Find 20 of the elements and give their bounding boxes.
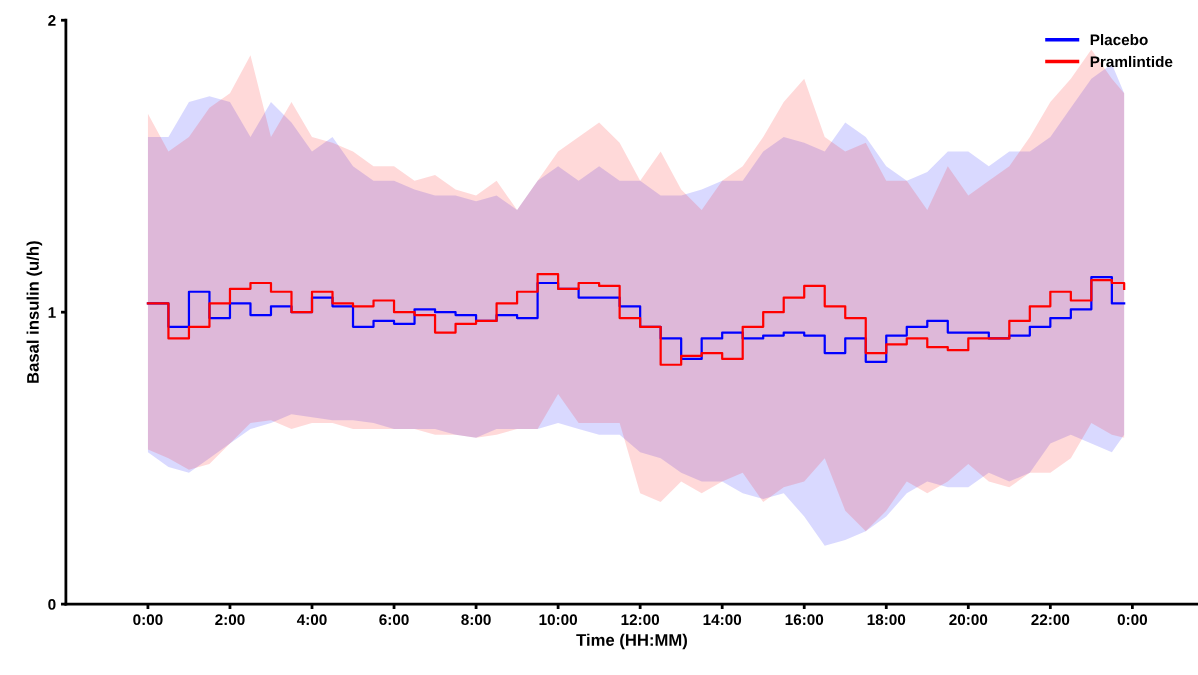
y-axis-title: Basal insulin (u/h) [26, 241, 43, 383]
y-tick-label: 0 [48, 598, 56, 610]
legend-label: Pramlintide [1090, 55, 1173, 68]
x-tick-label: 14:00 [703, 614, 742, 626]
x-tick-label: 18:00 [867, 614, 906, 626]
x-tick-label: 12:00 [621, 614, 660, 626]
x-tick-label: 4:00 [296, 614, 327, 626]
x-tick-label: 8:00 [461, 614, 491, 626]
x-tick-label: 22:00 [1031, 614, 1070, 626]
x-axis-title: Time (HH:MM) [576, 633, 687, 650]
x-tick-label: 10:00 [539, 614, 578, 626]
y-tick-label: 2 [48, 15, 56, 26]
x-tick-label: 6:00 [379, 614, 409, 626]
legend-label: Placebo [1090, 34, 1148, 46]
x-tick-label: 0:00 [1117, 614, 1148, 626]
x-tick-label: 2:00 [215, 614, 245, 626]
y-tick-label: 1 [48, 307, 56, 318]
x-tick-label: 20:00 [949, 614, 988, 626]
x-tick-label: 16:00 [785, 614, 824, 626]
x-tick-label: 0:00 [133, 614, 163, 626]
